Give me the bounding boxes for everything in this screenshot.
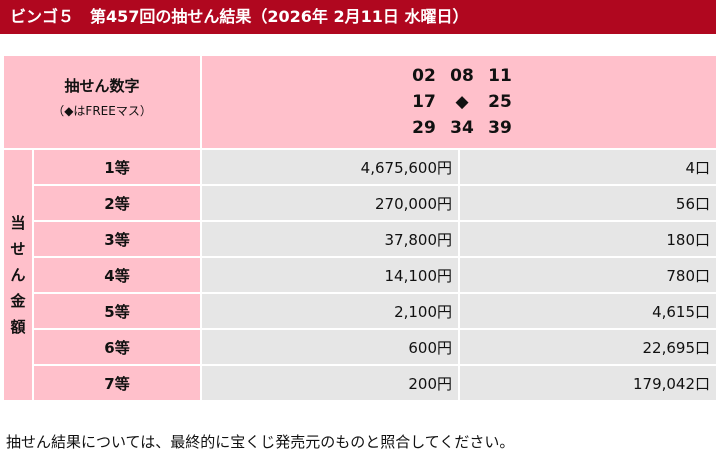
prize-rank: 4等 — [31, 256, 203, 294]
prize-rank: 2等 — [31, 184, 203, 222]
prize-row: 6等 600円 22,695口 — [3, 328, 716, 366]
prize-rank: 3等 — [31, 220, 203, 258]
winning-numbers-label-cell: 抽せん数字 （◆はFREEマス） — [1, 54, 203, 150]
side-label-char: 金 — [10, 292, 26, 310]
winning-numbers-grid: 02 08 11 17 ◆ 25 29 34 39 — [405, 66, 716, 138]
winning-number: 29 — [412, 118, 436, 138]
side-label-char: ん — [10, 266, 26, 284]
winning-number: 17 — [412, 92, 436, 112]
prize-rank: 1等 — [31, 148, 203, 186]
winning-number: 08 — [450, 66, 474, 86]
winning-number: 34 — [450, 118, 474, 138]
page-title: ビンゴ５ 第457回の抽せん結果（2026年 2月11日 水曜日） — [0, 0, 716, 34]
winner-count: 4,615口 — [458, 292, 716, 330]
prize-amount: 2,100円 — [200, 292, 461, 330]
results-table: 抽せん数字 （◆はFREEマス） 02 08 11 17 ◆ 25 29 34 … — [1, 54, 716, 402]
prize-row: 2等 270,000円 56口 — [3, 184, 716, 222]
prize-amount: 270,000円 — [200, 184, 461, 222]
prize-rank: 5等 — [31, 292, 203, 330]
prize-row: 3等 37,800円 180口 — [3, 220, 716, 258]
prize-row: 5等 2,100円 4,615口 — [3, 292, 716, 330]
prize-row: 当 せ ん 金 額 1等 4,675,600円 4口 — [2, 148, 716, 402]
winning-number: 25 — [488, 92, 512, 112]
winning-number: 39 — [488, 118, 512, 138]
prize-amount-side-label: 当 せ ん 金 額 — [2, 148, 34, 402]
side-label-char: 当 — [10, 214, 26, 232]
prize-row: 4等 14,100円 780口 — [3, 256, 716, 294]
winner-count: 4口 — [458, 148, 716, 186]
prize-amount: 200円 — [200, 364, 461, 402]
winner-count: 56口 — [458, 184, 716, 222]
prize-amount: 37,800円 — [200, 220, 461, 258]
winning-number: 02 — [412, 66, 436, 86]
free-square-note: （◆はFREEマス） — [52, 104, 152, 118]
winning-numbers-label: 抽せん数字 — [64, 77, 140, 95]
winner-count: 780口 — [458, 256, 716, 294]
winning-number: 11 — [488, 66, 512, 86]
verification-note: 抽せん結果については、最終的に宝くじ発売元のものと照合してください。 — [6, 433, 515, 451]
prize-rank: 7等 — [31, 364, 203, 402]
prize-amount: 14,100円 — [200, 256, 461, 294]
prize-row: 7等 200円 179,042口 — [3, 364, 716, 402]
prize-amount: 600円 — [200, 328, 461, 366]
prize-amount: 4,675,600円 — [200, 148, 461, 186]
side-label-char: せ — [10, 240, 26, 258]
winning-numbers-row: 抽せん数字 （◆はFREEマス） 02 08 11 17 ◆ 25 29 34 … — [1, 54, 716, 150]
free-square-icon: ◆ — [455, 92, 469, 112]
side-label-char: 額 — [10, 318, 26, 336]
winner-count: 179,042口 — [458, 364, 716, 402]
winner-count: 180口 — [458, 220, 716, 258]
prize-rank: 6等 — [31, 328, 203, 366]
winning-numbers-cell: 02 08 11 17 ◆ 25 29 34 39 — [200, 54, 716, 150]
winner-count: 22,695口 — [458, 328, 716, 366]
